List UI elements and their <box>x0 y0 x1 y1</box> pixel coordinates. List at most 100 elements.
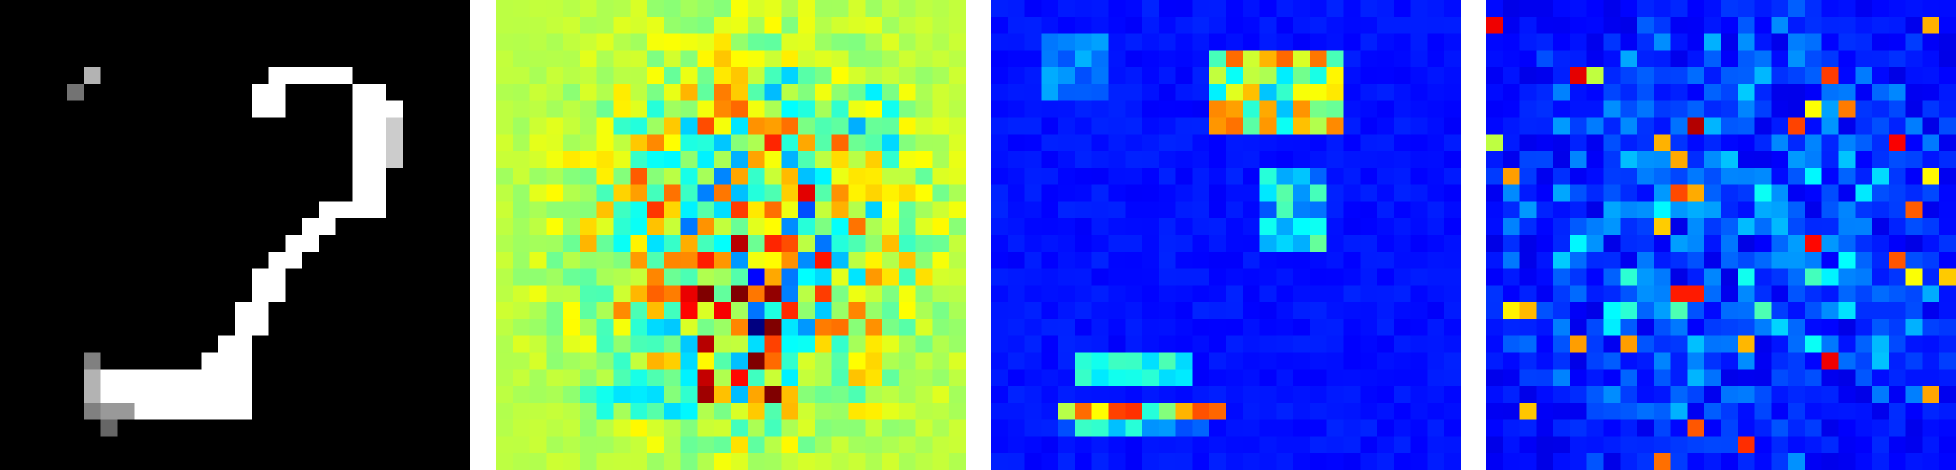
heatmap-cell <box>1872 419 1890 437</box>
heatmap-cell <box>512 50 530 68</box>
heatmap-cell <box>1670 436 1688 454</box>
heatmap-cell <box>1192 419 1210 437</box>
heatmap-cell <box>764 386 782 404</box>
heatmap-cell <box>1922 100 1940 118</box>
heatmap-cell <box>184 268 202 286</box>
heatmap-cell <box>714 67 732 85</box>
heatmap-cell <box>932 335 950 353</box>
heatmap-cell <box>1519 0 1537 18</box>
heatmap-cell <box>369 83 387 102</box>
heatmap-cell <box>201 235 219 253</box>
heatmap-cell <box>318 251 337 269</box>
heatmap-cell <box>1838 184 1856 202</box>
heatmap-cell <box>436 386 454 404</box>
heatmap-cell <box>1427 268 1445 286</box>
heatmap-cell <box>1704 402 1722 420</box>
heatmap-cell <box>764 0 782 18</box>
heatmap-cell <box>151 436 169 454</box>
heatmap-cell <box>1670 285 1688 303</box>
heatmap-cell <box>1502 33 1520 51</box>
heatmap-cell <box>1007 318 1025 337</box>
heatmap-cell <box>1855 419 1873 437</box>
heatmap-cell <box>1888 67 1906 85</box>
heatmap-cell <box>1427 134 1445 152</box>
heatmap-cell <box>546 453 564 470</box>
heatmap-cell <box>1872 218 1890 236</box>
heatmap-cell <box>1410 184 1428 202</box>
heatmap-cell <box>1360 235 1378 253</box>
heatmap-cell <box>251 318 269 337</box>
heatmap-cell <box>1242 318 1260 337</box>
heatmap-cell <box>1687 419 1705 437</box>
heatmap-cell <box>419 50 437 68</box>
heatmap-cell <box>268 134 286 152</box>
heatmap-cell <box>1620 419 1638 437</box>
heatmap-cell <box>134 436 152 454</box>
heatmap-cell <box>546 419 564 437</box>
heatmap-cell <box>714 33 732 51</box>
heatmap-cell <box>1074 436 1093 454</box>
heatmap-cell <box>1058 335 1076 353</box>
heatmap-cell <box>1486 83 1504 102</box>
heatmap-cell <box>1209 352 1227 370</box>
heatmap-cell <box>529 67 547 85</box>
heatmap-cell <box>596 285 614 303</box>
heatmap-cell <box>285 83 303 102</box>
heatmap-cell <box>134 235 152 253</box>
heatmap-cell <box>1502 16 1520 34</box>
heatmap-cell <box>1536 302 1554 320</box>
heatmap-cell <box>268 33 286 51</box>
heatmap-cell <box>731 134 749 152</box>
heatmap-cell <box>714 335 732 353</box>
heatmap-cell <box>613 83 631 102</box>
heatmap-cell <box>731 352 749 370</box>
heatmap-cell <box>33 134 51 152</box>
heatmap-cell <box>1058 453 1076 470</box>
heatmap-cell <box>1704 352 1722 370</box>
heatmap-cell <box>496 16 514 34</box>
heatmap-cell <box>991 184 1009 202</box>
heatmap-cell <box>663 184 681 202</box>
heatmap-cell <box>1939 268 1956 286</box>
heatmap-cell <box>268 83 286 102</box>
heatmap-cell <box>991 100 1009 118</box>
heatmap-cell <box>1276 134 1294 152</box>
heatmap-cell <box>218 251 236 269</box>
heatmap-cell <box>1670 151 1688 169</box>
heatmap-cell <box>1393 369 1411 387</box>
heatmap-cell <box>1041 117 1059 135</box>
heatmap-cell <box>453 436 470 454</box>
heatmap-cell <box>1410 251 1428 269</box>
heatmap-cell <box>898 100 916 118</box>
heatmap-cell <box>496 335 514 353</box>
heatmap-cell <box>680 184 698 202</box>
heatmap-cell <box>1754 318 1772 337</box>
heatmap-cell <box>1771 386 1789 404</box>
heatmap-cell <box>1905 335 1923 353</box>
heatmap-cell <box>814 50 833 68</box>
heatmap-cell <box>386 151 404 169</box>
heatmap-cell <box>1754 335 1772 353</box>
heatmap-cell <box>831 268 849 286</box>
heatmap-cell <box>1687 436 1705 454</box>
heatmap-cell <box>1427 100 1445 118</box>
heatmap-cell <box>747 167 765 185</box>
heatmap-cell <box>630 453 648 470</box>
heatmap-cell <box>496 251 514 269</box>
heatmap-cell <box>563 201 581 219</box>
heatmap-cell <box>798 251 816 269</box>
heatmap-cell <box>1343 134 1361 152</box>
heatmap-cell <box>1377 167 1395 185</box>
heatmap-cell <box>1074 235 1093 253</box>
heatmap-cell <box>1855 167 1873 185</box>
heatmap-cell <box>1788 419 1806 437</box>
heatmap-cell <box>268 386 286 404</box>
heatmap-cell <box>402 285 420 303</box>
heatmap-cell <box>1041 235 1059 253</box>
heatmap-cell <box>33 184 51 202</box>
heatmap-cell <box>512 167 530 185</box>
heatmap-cell <box>747 369 765 387</box>
heatmap-cell <box>1142 16 1160 34</box>
heatmap-cell <box>1142 33 1160 51</box>
heatmap-cell <box>386 436 404 454</box>
